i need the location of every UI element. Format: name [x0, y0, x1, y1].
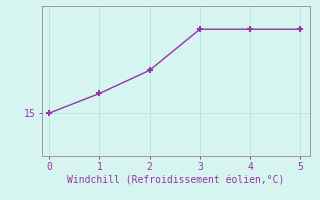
X-axis label: Windchill (Refroidissement éolien,°C): Windchill (Refroidissement éolien,°C)	[67, 176, 285, 186]
